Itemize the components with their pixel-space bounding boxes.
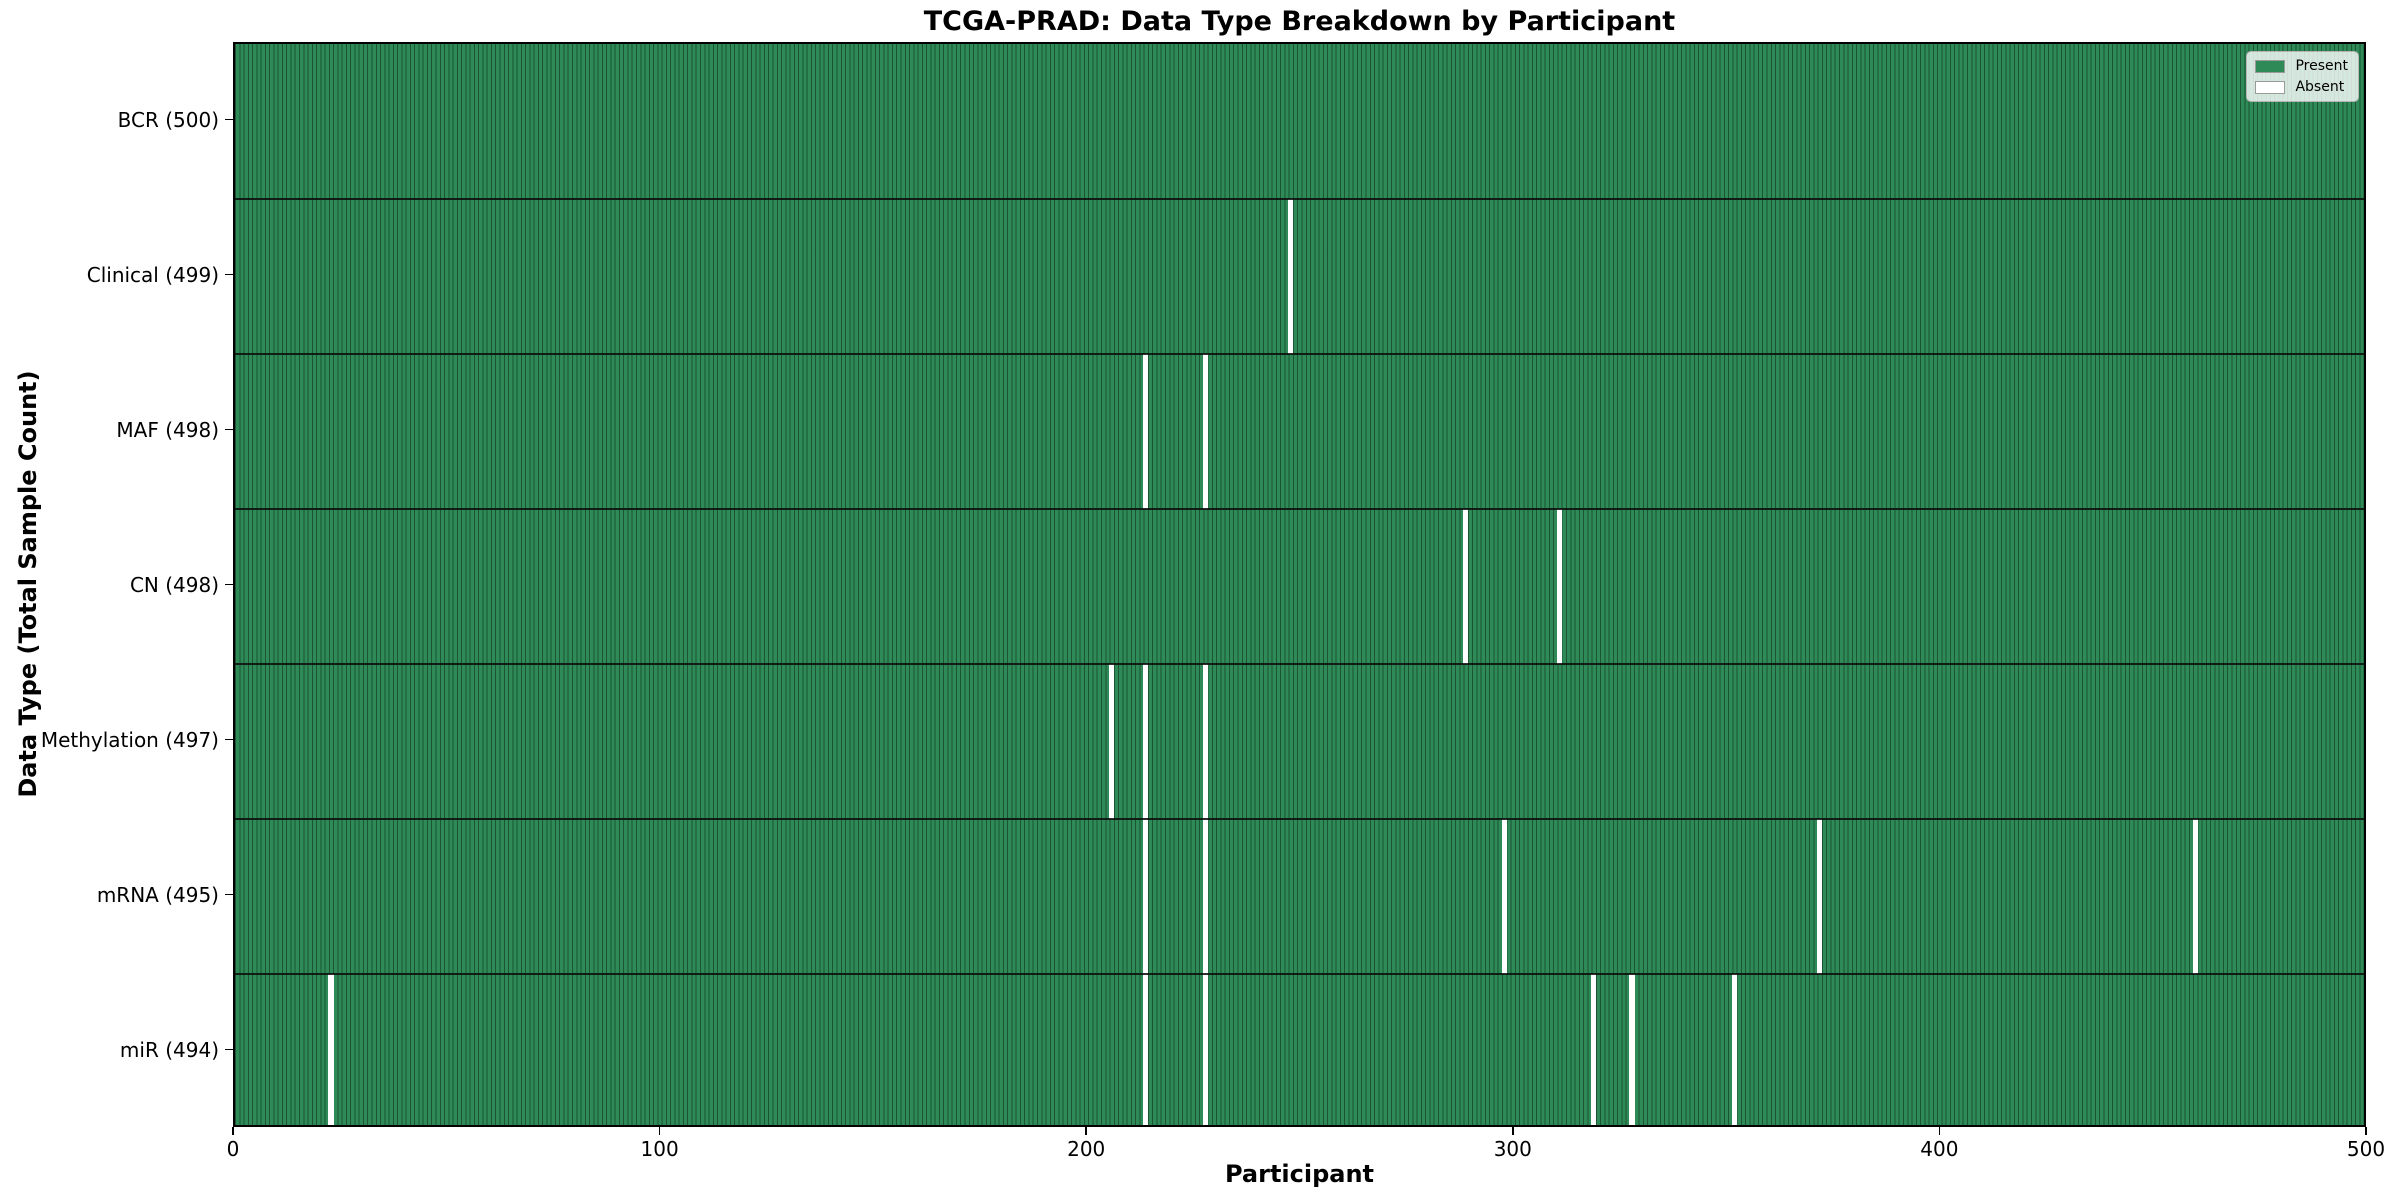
- absent-cell: [1288, 199, 1294, 354]
- y-tick-mark: [225, 583, 233, 586]
- absent-cell: [1143, 664, 1149, 819]
- y-tick-mark: [225, 118, 233, 121]
- row-boundary-line: [235, 973, 2364, 975]
- y-tick-label: CN (498): [129, 572, 219, 597]
- heatmap-canvas: [235, 44, 2364, 1125]
- x-tick-mark: [658, 1127, 661, 1135]
- y-tick-label: miR (494): [119, 1037, 219, 1062]
- x-tick-label: 200: [1067, 1137, 1106, 1161]
- absent-cell: [1109, 664, 1115, 819]
- absent-cell: [1202, 974, 1209, 1125]
- x-tick-mark: [1512, 1127, 1514, 1135]
- x-tick-mark: [1938, 1127, 1941, 1135]
- absent-cell: [1817, 819, 1823, 974]
- x-tick-mark: [2365, 1127, 2367, 1135]
- x-tick-label: 400: [1920, 1137, 1959, 1161]
- absent-cell: [1463, 509, 1469, 664]
- x-tick-mark: [1085, 1127, 1087, 1135]
- y-tick-label: mRNA (495): [96, 882, 219, 907]
- y-tick-mark: [225, 1048, 233, 1051]
- y-tick-label: MAF (498): [116, 417, 219, 442]
- absent-cell: [1501, 819, 1507, 974]
- absent-cell: [1556, 509, 1563, 664]
- absent-cell: [1143, 354, 1149, 509]
- absent-cell: [328, 974, 334, 1125]
- legend-label-absent: Absent: [2295, 79, 2345, 95]
- absent-cell: [1202, 819, 1209, 974]
- absent-cell: [1731, 974, 1738, 1125]
- absent-cell: [2192, 819, 2198, 974]
- legend-swatch-present: [2255, 59, 2286, 73]
- plot-area: Present Absent: [233, 42, 2366, 1127]
- legend-entry-present: Present: [2255, 58, 2348, 74]
- y-tick-mark: [225, 893, 233, 896]
- x-tick-label: 100: [640, 1137, 679, 1161]
- row-boundary-line: [235, 818, 2364, 820]
- x-tick-label: 300: [1493, 1137, 1532, 1161]
- y-tick-label: Methylation (497): [40, 727, 219, 752]
- absent-cell: [1143, 974, 1149, 1125]
- absent-cell: [1629, 974, 1635, 1125]
- row-boundary-line: [235, 353, 2364, 355]
- row-boundary-line: [235, 198, 2364, 200]
- legend-entry-absent: Absent: [2255, 79, 2348, 95]
- absent-cell: [1202, 354, 1209, 509]
- x-tick-label: 500: [2346, 1137, 2386, 1161]
- x-axis-label: Participant: [1224, 1160, 1375, 1188]
- row-boundary-line: [235, 508, 2364, 510]
- chart-title: TCGA-PRAD: Data Type Breakdown by Partic…: [923, 6, 1676, 37]
- y-tick-label: Clinical (499): [86, 262, 219, 287]
- x-tick-mark: [232, 1127, 234, 1135]
- absent-cell: [1591, 974, 1597, 1125]
- y-tick-label: BCR (500): [117, 107, 219, 132]
- x-tick-label: 0: [226, 1137, 240, 1161]
- legend-label-present: Present: [2295, 58, 2348, 74]
- absent-cell: [1143, 819, 1149, 974]
- row-boundary-line: [235, 663, 2364, 665]
- y-tick-mark: [225, 273, 233, 276]
- absent-cell: [1202, 664, 1209, 819]
- y-tick-mark: [225, 738, 233, 741]
- legend: Present Absent: [2246, 51, 2359, 102]
- y-tick-mark: [225, 428, 233, 431]
- legend-swatch-absent: [2255, 80, 2286, 94]
